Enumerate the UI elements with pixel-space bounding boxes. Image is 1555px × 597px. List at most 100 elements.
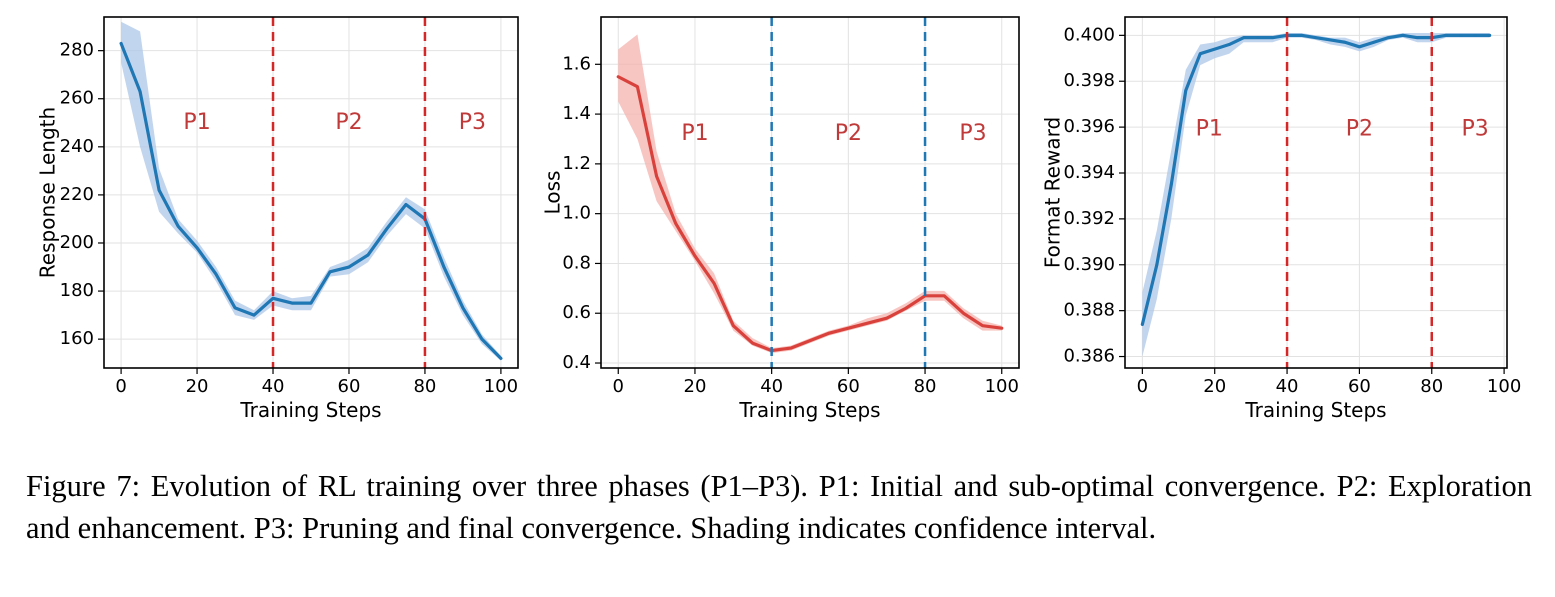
data-point	[1445, 34, 1448, 37]
chart-format-reward: P1 P2 P3 0 20 40 60 80 100 0.386 0.388 0.390 0.392 0.…	[1041, 16, 1521, 422]
data-point	[1474, 34, 1477, 37]
x-tick-label: 80	[914, 376, 937, 397]
x-tick-label: 20	[684, 376, 707, 397]
data-point	[1329, 38, 1332, 41]
confidence-band	[121, 21, 501, 361]
data-point	[233, 306, 236, 309]
confidence-band	[618, 34, 1002, 354]
data-point	[636, 85, 639, 88]
plot-frame	[103, 16, 519, 369]
y-tick-label: 0.396	[1063, 116, 1115, 137]
data-point	[1257, 36, 1260, 39]
data-point	[157, 188, 160, 191]
data-point	[693, 254, 696, 257]
data-point	[119, 42, 122, 45]
x-tick-label: 100	[1487, 376, 1521, 397]
data-point	[404, 203, 407, 206]
y-tick-label: 0.6	[562, 302, 591, 323]
data-point	[1314, 36, 1317, 39]
data-point	[1228, 43, 1231, 46]
y-tick-label: 0.8	[562, 252, 591, 273]
y-tick-label: 260	[60, 88, 94, 109]
y-tick-label: 1.0	[562, 203, 591, 224]
data-point	[1000, 327, 1003, 330]
x-tick-label: 80	[1420, 376, 1443, 397]
y-axis-label: Format Reward	[1041, 117, 1065, 268]
data-point	[442, 265, 445, 268]
x-axis-label: Training Steps	[239, 398, 381, 422]
data-point	[1242, 36, 1245, 39]
series-line-response-length	[119, 41, 503, 360]
data-point	[1213, 48, 1216, 51]
phase-label-p2: P2	[1346, 116, 1373, 141]
data-point	[138, 90, 141, 93]
x-axis-label: Training Steps	[1244, 398, 1386, 422]
y-tick-label: 240	[60, 136, 94, 157]
phase-label-p1: P1	[1196, 116, 1223, 141]
x-tick-label: 80	[413, 376, 436, 397]
data-point	[1372, 41, 1375, 44]
data-point	[885, 317, 888, 320]
y-tick-label: 0.4	[562, 352, 591, 373]
y-tick-label: 280	[60, 40, 94, 61]
figure-charts: P1 P2 P30 20 40 60 80 100160180200220240260280T…	[36, 16, 1521, 422]
x-tick-label: 20	[1203, 376, 1226, 397]
data-point	[1488, 34, 1491, 37]
phase-label-p3: P3	[1462, 116, 1489, 141]
data-point	[1358, 45, 1361, 48]
data-point	[214, 273, 217, 276]
y-tick-label: 0.386	[1063, 346, 1115, 367]
data-point	[1459, 34, 1462, 37]
y-tick-label: 0.390	[1063, 254, 1115, 275]
data-point	[176, 225, 179, 228]
data-point	[347, 265, 350, 268]
y-axis-label: Response Length	[36, 107, 60, 278]
data-point	[808, 339, 811, 342]
y-tick-label: 0.394	[1063, 162, 1115, 183]
y-tick-label: 1.2	[562, 153, 591, 174]
data-point	[732, 324, 735, 327]
data-point	[1416, 36, 1419, 39]
data-point	[713, 282, 716, 285]
data-point	[1199, 52, 1202, 55]
data-point	[847, 327, 850, 330]
data-point	[981, 324, 984, 327]
x-tick-label: 100	[484, 376, 518, 397]
y-tick-label: 160	[60, 328, 94, 349]
x-tick-label: 0	[613, 376, 624, 397]
chart-response-length: P1 P2 P3 0 20 40 60 80 100 160 180 200 220 240 260 280 T…	[36, 16, 519, 422]
data-point	[904, 307, 907, 310]
data-point	[655, 175, 658, 178]
x-tick-label: 40	[262, 376, 285, 397]
x-tick-label: 60	[1348, 376, 1371, 397]
chart-loss: P1 P2 P3 0 20 40 60 80 100 0.4 0.6 0.8 1.0 1.2 1.4 1.6 T…	[541, 16, 1020, 422]
data-point	[271, 297, 274, 300]
data-point	[1170, 183, 1173, 186]
x-tick-label: 0	[115, 376, 126, 397]
data-point	[617, 75, 620, 78]
data-point	[252, 314, 255, 317]
x-tick-label: 20	[186, 376, 209, 397]
data-point	[366, 253, 369, 256]
data-point	[943, 294, 946, 297]
data-point	[1155, 263, 1158, 266]
phase-label-p3: P3	[459, 110, 486, 135]
data-point	[461, 306, 464, 309]
y-tick-label: 0.400	[1063, 24, 1115, 45]
phase-label-p1: P1	[183, 110, 210, 135]
y-tick-label: 200	[60, 232, 94, 253]
y-tick-label: 180	[60, 280, 94, 301]
x-tick-label: 60	[338, 376, 361, 397]
data-point	[480, 338, 483, 341]
x-tick-label: 60	[837, 376, 860, 397]
y-tick-label: 220	[60, 184, 94, 205]
data-point	[195, 246, 198, 249]
y-tick-label: 1.4	[562, 103, 591, 124]
x-axis-label: Training Steps	[738, 398, 880, 422]
data-point	[499, 357, 502, 360]
data-point	[1401, 34, 1404, 37]
data-point	[309, 301, 312, 304]
data-point	[828, 332, 831, 335]
data-point	[751, 342, 754, 345]
phase-label-p2: P2	[335, 110, 362, 135]
